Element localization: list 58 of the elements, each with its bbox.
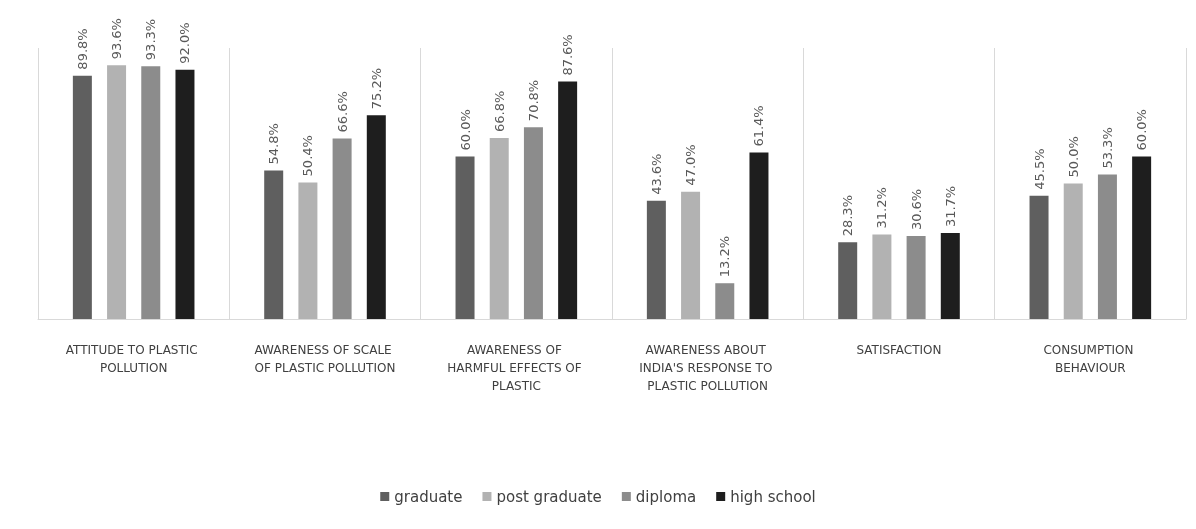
bar <box>264 170 284 319</box>
x-tick-label: SATISFACTION <box>856 343 942 357</box>
data-label: 31.7% <box>942 185 958 228</box>
data-label: 93.3% <box>143 18 159 61</box>
data-label: 13.2% <box>717 235 733 278</box>
x-tick-label: CONSUMPTION BEHAVIOUR <box>1043 343 1138 375</box>
bar <box>107 65 127 319</box>
data-label: 31.2% <box>874 187 890 229</box>
data-label: 70.8% <box>525 79 541 122</box>
bar <box>558 81 578 319</box>
x-tick-label: AWARENESS OF HARMFUL EFFECTS OF PLASTIC <box>447 343 586 393</box>
data-label: 66.8% <box>491 90 507 132</box>
bar <box>489 137 509 319</box>
data-label: 53.3% <box>1099 127 1115 169</box>
data-label: 43.6% <box>648 153 664 195</box>
data-label: 75.2% <box>368 67 384 110</box>
data-label: 28.3% <box>840 194 856 237</box>
bar <box>455 156 475 319</box>
data-label: 47.0% <box>683 144 699 186</box>
bar <box>838 242 858 319</box>
data-label: 93.6% <box>109 18 125 60</box>
bar <box>906 236 926 319</box>
bar <box>298 182 318 319</box>
data-label: 30.6% <box>908 188 924 231</box>
bar <box>1097 174 1117 319</box>
x-tick-label: AWARENESS OF SCALE OF PLASTIC POLLUTION <box>254 343 396 375</box>
bar <box>1063 183 1083 319</box>
bar <box>332 138 352 319</box>
bar <box>1029 195 1049 319</box>
bar <box>940 233 960 319</box>
data-label: 66.6% <box>334 91 350 133</box>
data-label: 89.8% <box>74 28 90 70</box>
data-label: 87.6% <box>560 34 576 76</box>
bar <box>646 200 666 319</box>
legend-label: diploma <box>635 487 697 506</box>
data-label: 50.0% <box>1065 136 1081 178</box>
x-tick-label: AWARENESS ABOUT INDIA'S RESPONSE TO PLASTIC POLLUTION <box>639 343 777 393</box>
bar <box>72 75 92 319</box>
legend-label: post graduate <box>496 487 602 506</box>
data-label: 50.4% <box>300 135 316 177</box>
data-label: 60.0% <box>457 109 473 151</box>
bar <box>681 191 701 319</box>
bar <box>366 115 386 319</box>
bar <box>872 234 892 319</box>
legend-label: high school <box>730 487 816 506</box>
bar <box>175 69 195 319</box>
data-label: 60.0% <box>1134 109 1150 151</box>
bar <box>749 152 769 319</box>
bar <box>141 66 161 319</box>
bar <box>1132 156 1152 319</box>
data-label: 92.0% <box>177 22 193 64</box>
data-label: 61.4% <box>751 105 767 147</box>
bar <box>523 127 543 319</box>
bar <box>715 283 735 319</box>
data-label: 54.8% <box>266 123 282 165</box>
legend-label: graduate <box>394 487 463 506</box>
x-tick-label: ATTITUDE TO PLASTIC POLLUTION <box>65 343 202 375</box>
data-label: 45.5% <box>1031 148 1047 190</box>
